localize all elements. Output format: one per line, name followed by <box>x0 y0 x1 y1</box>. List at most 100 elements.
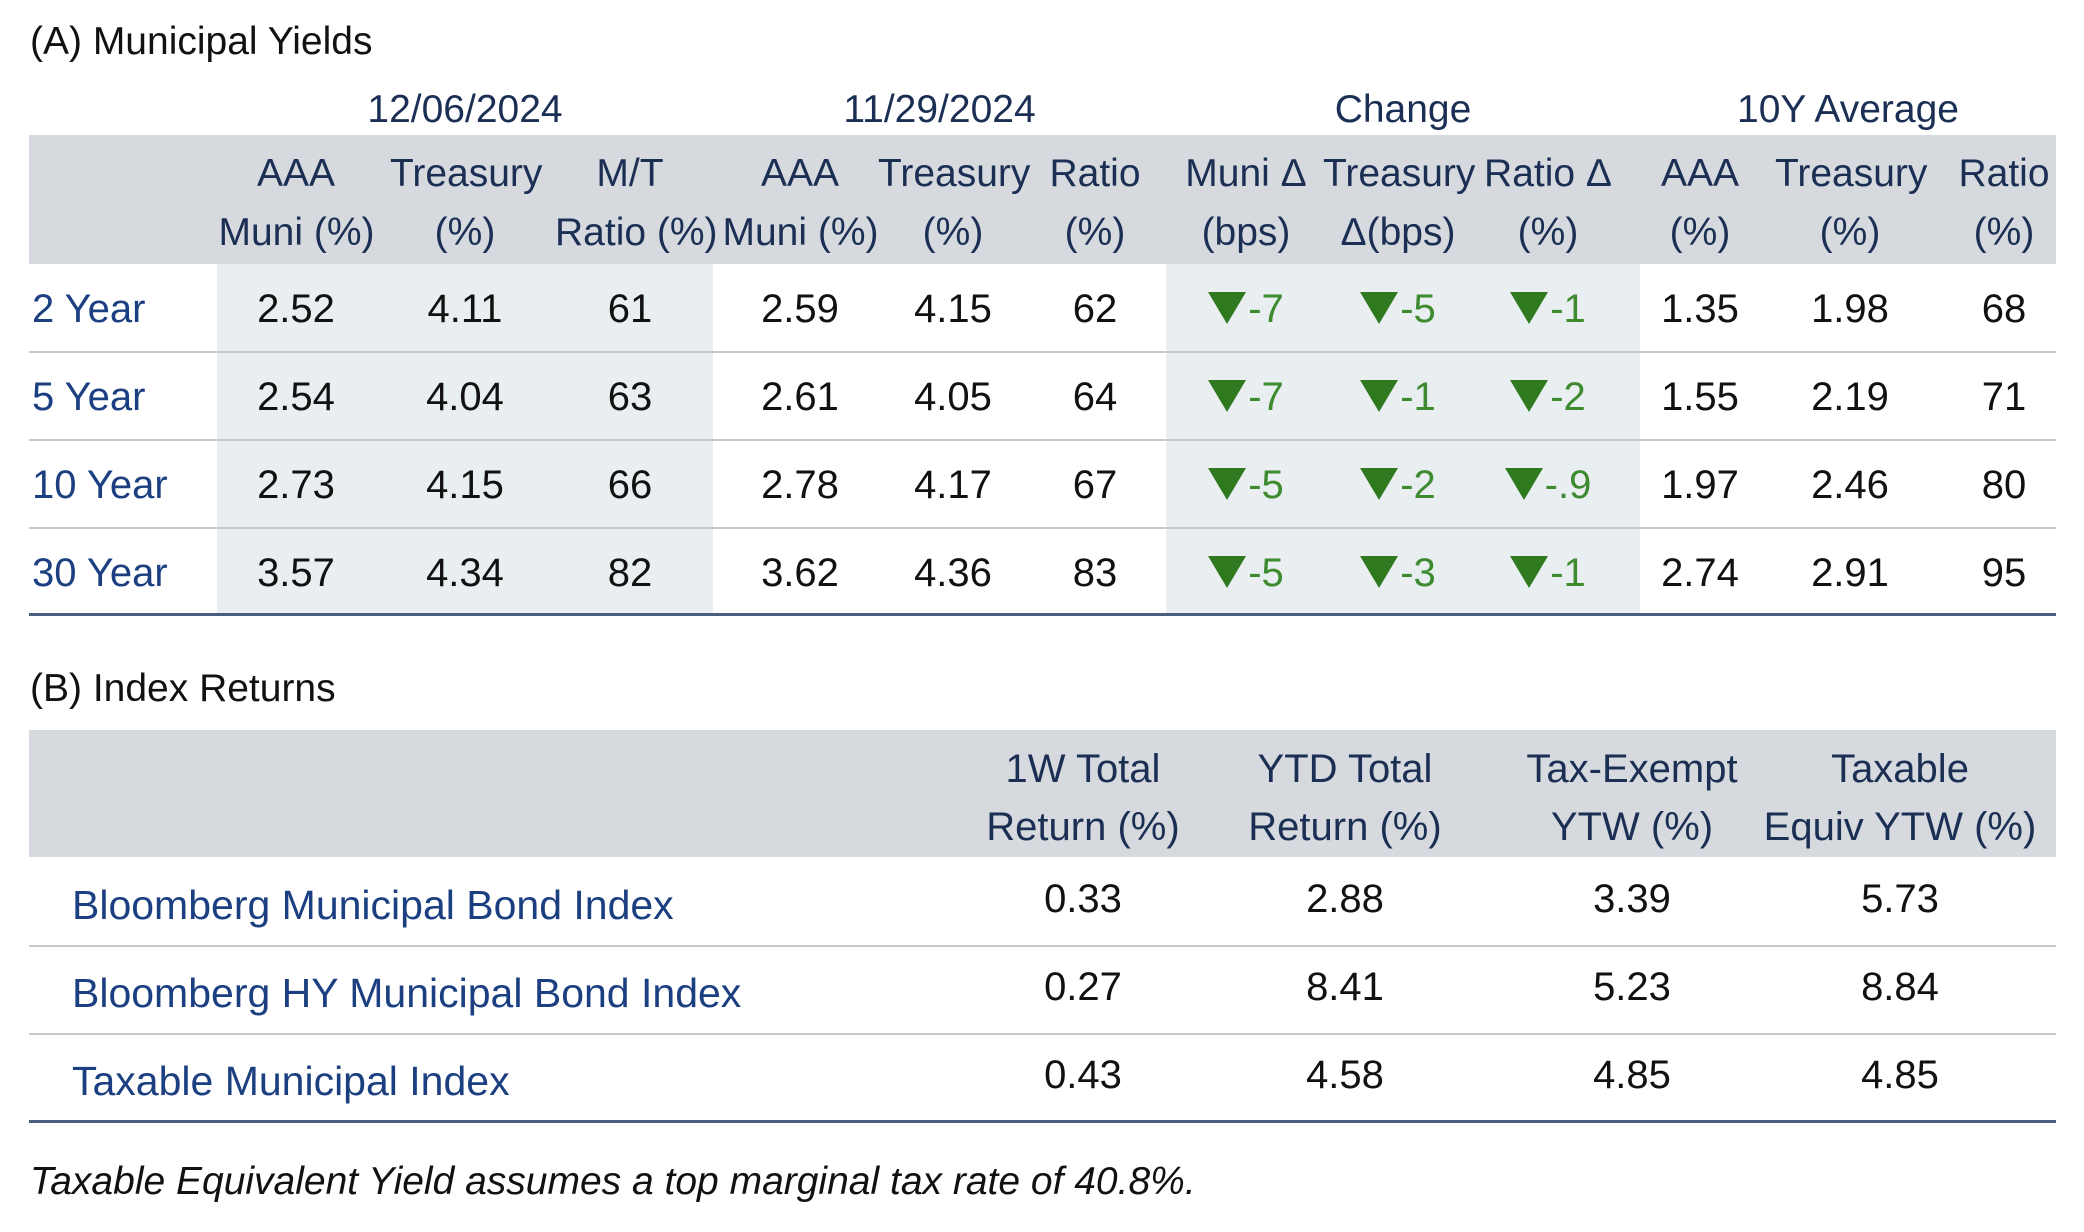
table-cell: 0.33 <box>1044 877 1122 921</box>
column-header-line: Ratio <box>1958 152 2050 195</box>
column-header-line: Return (%) <box>1248 805 1442 849</box>
down-triangle-icon <box>1504 468 1543 501</box>
column-header-line: Taxable <box>1831 747 1969 791</box>
change-value: -2 <box>1550 375 1586 419</box>
row-divider <box>29 945 2056 947</box>
change-value: -5 <box>1248 463 1284 507</box>
table-cell: 2.59 <box>761 287 839 331</box>
table-cell: 64 <box>1072 375 1118 419</box>
down-triangle-icon <box>1510 380 1549 413</box>
column-header-line: Ratio (%) <box>555 211 718 254</box>
change-value: -1 <box>1550 551 1586 595</box>
column-header: Treasury (%) <box>878 144 1030 262</box>
table-cell: 1.97 <box>1661 463 1739 507</box>
column-header-line: Tax-Exempt <box>1526 747 1738 791</box>
down-triangle-icon <box>1360 292 1399 325</box>
table-cell: 8.84 <box>1861 965 1939 1009</box>
section-a-title: (A) Municipal Yields <box>30 20 373 63</box>
column-header-line: Muni Δ <box>1185 152 1307 195</box>
group-header: Change <box>1334 88 1472 131</box>
table-cell: 4.36 <box>914 551 992 595</box>
table-cell: 3.62 <box>761 551 839 595</box>
table-cell: 5.73 <box>1861 877 1939 921</box>
table-cell: 2.73 <box>257 463 335 507</box>
table-cell: 4.11 <box>427 287 503 331</box>
table-cell: 4.85 <box>1593 1053 1671 1097</box>
down-triangle-icon <box>1360 380 1399 413</box>
change-value: -7 <box>1248 287 1284 331</box>
table-cell: 4.34 <box>426 551 504 595</box>
down-triangle-icon <box>1510 292 1549 325</box>
column-header-line: YTW (%) <box>1550 805 1714 849</box>
table-cell: 1.98 <box>1811 287 1889 331</box>
column-header-line: Ratio Δ <box>1484 152 1612 195</box>
row-label: 2 Year <box>32 287 146 331</box>
column-header-line: Equiv YTW (%) <box>1763 805 2037 849</box>
column-header-line: Δ(bps) <box>1340 211 1456 254</box>
table-cell: 2.88 <box>1306 877 1384 921</box>
table-cell: 83 <box>1072 551 1118 595</box>
row-divider <box>29 439 2056 441</box>
change-cell: -1 <box>1468 265 1628 353</box>
group-header: 12/06/2024 <box>367 88 563 131</box>
row-divider <box>29 527 2056 529</box>
column-header-line: Muni (%) <box>218 211 375 254</box>
index-name: Taxable Municipal Index <box>72 1058 510 1104</box>
group-header: 11/29/2024 <box>843 88 1036 131</box>
table-cell: 95 <box>1981 551 2027 595</box>
column-header: AAA (%) <box>1645 144 1755 262</box>
table-cell: 3.39 <box>1593 877 1671 921</box>
column-header-line: (%) <box>922 211 984 254</box>
column-header: M/T Ratio (%) <box>555 144 718 262</box>
column-header-line: AAA <box>1660 152 1740 195</box>
table-cell: 4.04 <box>426 375 504 419</box>
change-value: -1 <box>1400 375 1436 419</box>
table-cell: 62 <box>1072 287 1118 331</box>
column-header: Taxable Equiv YTW (%) <box>1750 740 2050 856</box>
table-cell: 0.43 <box>1044 1053 1122 1097</box>
column-header-line: Treasury <box>390 152 543 195</box>
column-header-line: (bps) <box>1201 211 1291 254</box>
table-cell: 1.35 <box>1661 287 1739 331</box>
column-header-line: (%) <box>1669 211 1731 254</box>
row-label: 10 Year <box>32 463 168 507</box>
change-cell: -3 <box>1318 529 1478 617</box>
change-cell: -5 <box>1318 265 1478 353</box>
table-cell: 2.19 <box>1811 375 1889 419</box>
table-cell: 2.61 <box>761 375 839 419</box>
change-value: -5 <box>1248 551 1284 595</box>
column-header: Treasury (%) <box>390 144 543 262</box>
table-b-bottom-rule <box>29 1120 2056 1123</box>
column-header-line: M/T <box>596 152 664 195</box>
row-label: 5 Year <box>32 375 146 419</box>
table-cell: 2.46 <box>1811 463 1889 507</box>
down-triangle-icon <box>1360 556 1399 589</box>
column-header: 1W Total Return (%) <box>973 740 1193 856</box>
table-cell: 1.55 <box>1661 375 1739 419</box>
change-cell: -2 <box>1468 353 1628 441</box>
change-cell: -.9 <box>1468 441 1628 529</box>
column-header: Tax-Exempt YTW (%) <box>1512 740 1752 856</box>
table-cell: 4.85 <box>1861 1053 1939 1097</box>
down-triangle-icon <box>1208 556 1247 589</box>
column-header-line: AAA <box>760 152 840 195</box>
table-cell: 68 <box>1981 287 2027 331</box>
table-cell: 4.05 <box>914 375 992 419</box>
column-header-line: Treasury <box>1323 152 1476 195</box>
table-a-bottom-rule <box>29 613 2056 616</box>
group-header: 10Y Average <box>1737 88 1959 131</box>
table-cell: 8.41 <box>1306 965 1384 1009</box>
column-header-line: YTD Total <box>1257 747 1433 791</box>
change-value: -.9 <box>1544 463 1592 507</box>
change-value: -7 <box>1248 375 1284 419</box>
column-header-line: 1W Total <box>1005 747 1161 791</box>
change-value: -5 <box>1400 287 1436 331</box>
column-header-line: (%) <box>1973 211 2035 254</box>
table-cell: 71 <box>1981 375 2027 419</box>
down-triangle-icon <box>1208 380 1247 413</box>
down-triangle-icon <box>1360 468 1399 501</box>
column-header-line: AAA <box>256 152 336 195</box>
row-divider <box>29 351 2056 353</box>
column-header: AAA Muni (%) <box>723 144 879 262</box>
table-cell: 4.17 <box>914 463 992 507</box>
